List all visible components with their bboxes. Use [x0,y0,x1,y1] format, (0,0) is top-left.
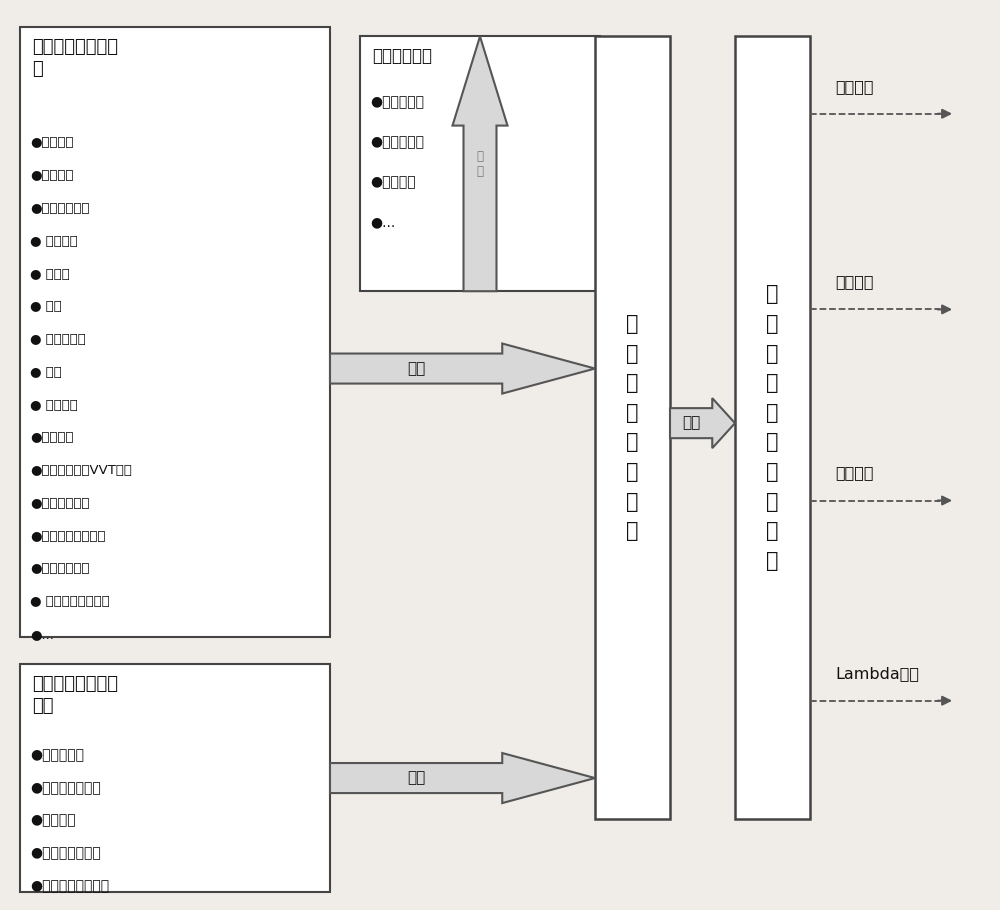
Text: ● 驾驶性能: ● 驾驶性能 [30,235,78,248]
Text: ● 动力转向: ● 动力转向 [30,399,78,411]
Text: ●...: ●... [30,628,54,641]
Text: ●怠速控制: ●怠速控制 [370,176,416,189]
Text: 扭矩: 扭矩 [682,416,700,430]
Text: ●废气涡轮增压控制: ●废气涡轮增压控制 [30,530,106,542]
Polygon shape [330,344,595,393]
Text: Lambda控制: Lambda控制 [835,666,919,681]
Polygon shape [670,399,735,448]
Text: ●发动机转速控制: ●发动机转速控制 [30,846,101,860]
Text: 扭
矩
协
调
处
理
模
块: 扭 矩 协 调 处 理 模 块 [626,314,639,541]
Polygon shape [330,753,595,804]
Text: ●发动机起动: ●发动机起动 [370,96,424,109]
Text: 点火正时: 点火正时 [835,466,874,480]
Text: 效率要求模块: 效率要求模块 [372,47,432,66]
Text: ●发动机零部件保护: ●发动机零部件保护 [30,879,109,893]
Text: 车辆的扭矩要求模
块: 车辆的扭矩要求模 块 [32,38,118,78]
Bar [20,27,330,637]
Text: ●涡轮增压控制: ●涡轮增压控制 [30,497,90,510]
Text: 扭矩: 扭矩 [407,361,425,376]
Text: 喷油时间: 喷油时间 [835,79,874,94]
Text: ● 水泵: ● 水泵 [30,300,62,313]
Text: 发动机的扭矩要求
模块: 发动机的扭矩要求 模块 [32,675,118,715]
Text: ●整车动态控制: ●整车动态控制 [30,202,90,215]
Text: ● 二次空气进气控制: ● 二次空气进气控制 [30,595,110,608]
Bar [735,36,810,819]
Text: ●...: ●... [370,216,395,229]
Text: ● 发电机: ● 发电机 [30,268,70,280]
Text: ●加热催化转化器: ●加热催化转化器 [30,781,101,794]
Text: ●巡航控制: ●巡航控制 [30,431,74,444]
Text: 分缸断油: 分缸断油 [835,275,874,289]
Text: 扭
矩
集
中
输
出
处
理
模
块: 扭 矩 集 中 输 出 处 理 模 块 [766,285,779,571]
Text: ●怠速控制: ●怠速控制 [30,814,76,827]
Bar [360,36,600,291]
Bar [595,36,670,819]
Text: ● 风扇: ● 风扇 [30,366,62,379]
Text: ●可变进气控制: ●可变进气控制 [30,562,90,575]
Text: ●巡航控制: ●巡航控制 [30,136,74,149]
Bar [20,664,330,892]
Text: ●车速限制: ●车速限制 [30,169,74,182]
Text: ●加热催加热: ●加热催加热 [370,136,424,149]
Polygon shape [452,36,507,291]
Text: ●发动机起动: ●发动机起动 [30,748,84,762]
Text: ● 空调压缩机: ● 空调压缩机 [30,333,86,346]
Text: ●可变气门正时VVT控制: ●可变气门正时VVT控制 [30,464,132,477]
Text: 效
次: 效 次 [477,150,484,177]
Text: 扭矩: 扭矩 [407,771,425,785]
